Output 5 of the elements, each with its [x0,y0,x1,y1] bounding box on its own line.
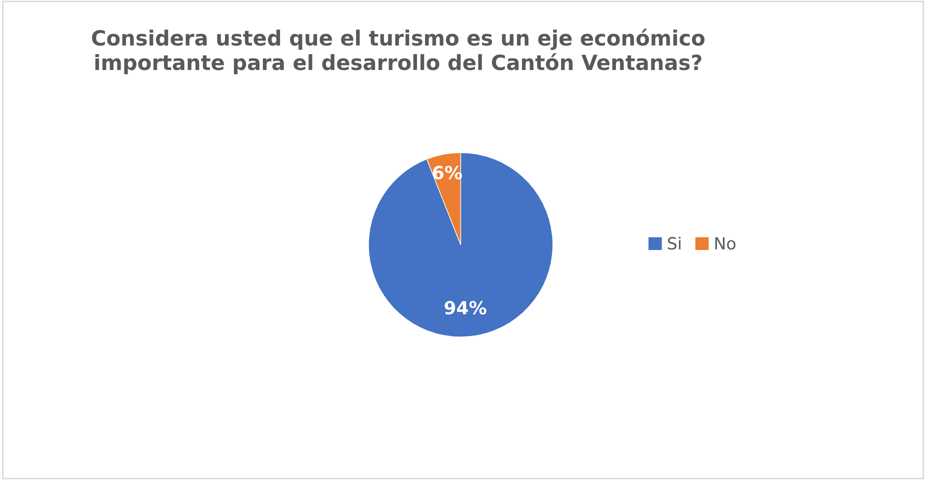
legend-label: No [715,237,736,250]
data-label: 94% [444,300,486,315]
legend-label: Si [668,236,680,250]
pie-slice [368,152,554,338]
chart-title: Considera usted que el turismo es un eje económico importante para el desarrollo del Cantón Ventanas? [92,28,704,74]
